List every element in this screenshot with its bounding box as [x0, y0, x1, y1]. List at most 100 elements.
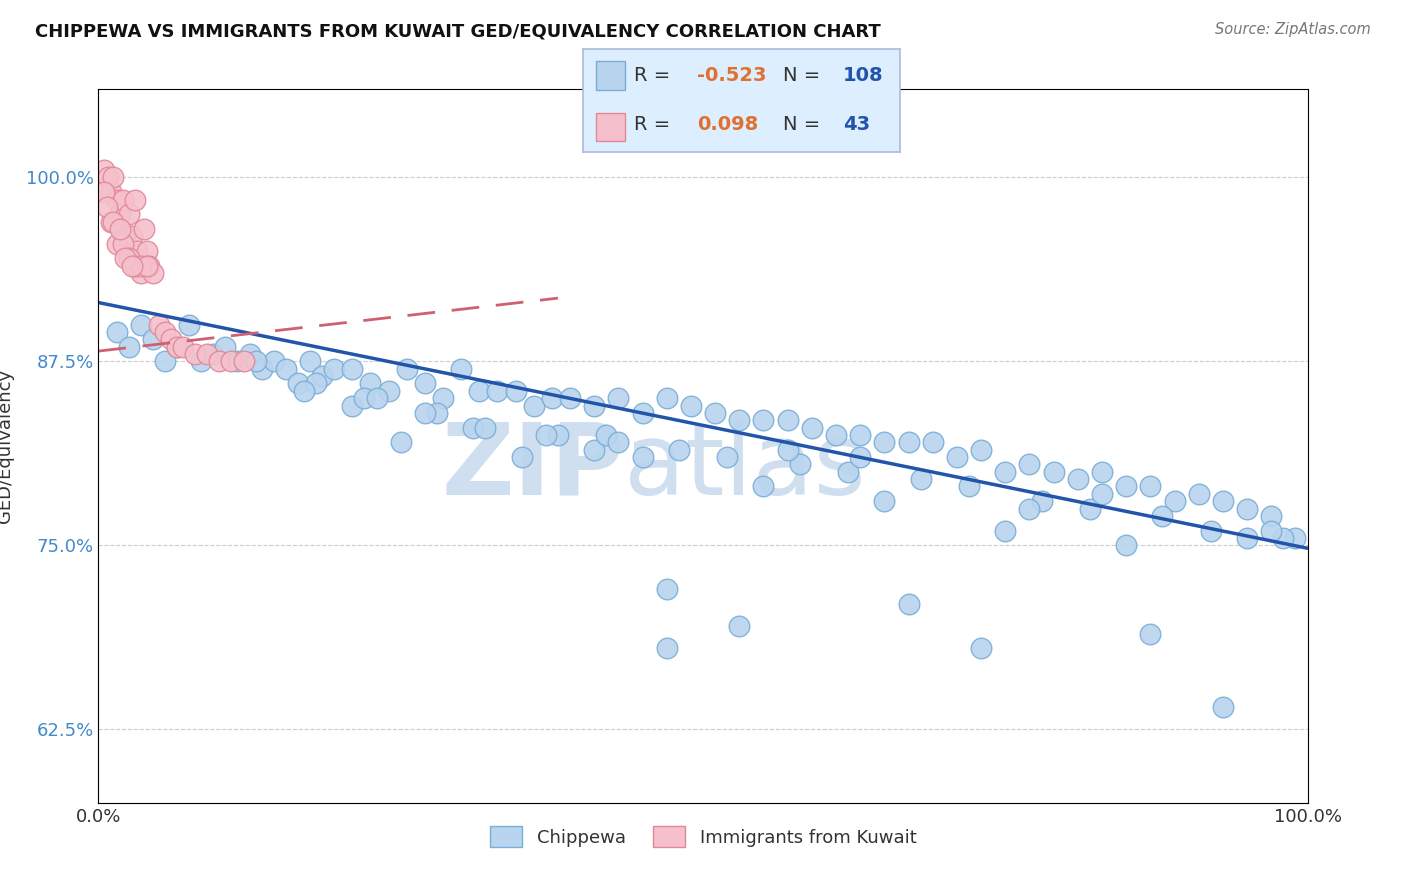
Point	[558, 391, 581, 405]
Point	[121, 229, 143, 244]
Text: 0.098: 0.098	[697, 115, 759, 135]
Point	[1236, 501, 1258, 516]
Text: CHIPPEWA VS IMMIGRANTS FROM KUWAIT GED/EQUIVALENCY CORRELATION CHART: CHIPPEWA VS IMMIGRANTS FROM KUWAIT GED/E…	[35, 22, 882, 40]
Point	[970, 641, 993, 656]
Point	[970, 442, 993, 457]
Point	[226, 354, 249, 368]
Point	[607, 435, 630, 450]
Point	[505, 384, 527, 398]
Point	[118, 252, 141, 266]
Point	[583, 399, 606, 413]
Point	[1115, 479, 1137, 493]
Text: ZIP: ZIP	[441, 419, 624, 516]
Text: N =: N =	[783, 115, 827, 135]
Point	[360, 376, 382, 391]
Point	[1212, 494, 1234, 508]
Point	[263, 354, 285, 368]
Point	[825, 428, 848, 442]
Point	[342, 361, 364, 376]
Bar	[596, 62, 624, 90]
Point	[432, 391, 454, 405]
Point	[752, 413, 775, 427]
Point	[1091, 487, 1114, 501]
Point	[395, 361, 418, 376]
Point	[138, 259, 160, 273]
Point	[287, 376, 309, 391]
Bar	[596, 112, 624, 141]
Point	[129, 318, 152, 332]
Point	[704, 406, 727, 420]
Point	[595, 428, 617, 442]
Point	[101, 170, 124, 185]
Text: R =: R =	[634, 66, 676, 86]
Point	[655, 641, 678, 656]
Point	[93, 163, 115, 178]
Text: R =: R =	[634, 115, 676, 135]
Point	[1091, 465, 1114, 479]
Point	[800, 420, 823, 434]
Point	[166, 340, 188, 354]
Point	[486, 384, 509, 398]
Point	[135, 259, 157, 273]
Point	[1212, 700, 1234, 714]
Point	[105, 325, 128, 339]
Text: 108: 108	[844, 66, 883, 86]
Point	[897, 597, 920, 611]
Point	[849, 428, 872, 442]
Point	[239, 347, 262, 361]
Point	[463, 420, 485, 434]
Point	[96, 200, 118, 214]
Point	[100, 214, 122, 228]
Point	[274, 361, 297, 376]
Point	[789, 458, 811, 472]
Point	[100, 185, 122, 199]
Point	[299, 354, 322, 368]
Point	[245, 354, 267, 368]
Point	[1272, 531, 1295, 545]
Point	[1152, 508, 1174, 523]
Text: atlas: atlas	[624, 419, 866, 516]
Point	[93, 185, 115, 199]
Point	[111, 229, 134, 244]
Point	[540, 391, 562, 405]
Point	[366, 391, 388, 405]
Point	[1078, 501, 1101, 516]
Point	[1031, 494, 1053, 508]
Point	[160, 332, 183, 346]
Point	[118, 340, 141, 354]
Point	[190, 354, 212, 368]
Point	[1163, 494, 1185, 508]
Point	[124, 259, 146, 273]
Point	[389, 435, 412, 450]
Point	[897, 435, 920, 450]
Point	[668, 442, 690, 457]
Point	[413, 406, 436, 420]
Point	[631, 406, 654, 420]
Point	[837, 465, 859, 479]
Point	[342, 399, 364, 413]
Point	[873, 494, 896, 508]
Point	[202, 347, 225, 361]
Point	[105, 236, 128, 251]
Point	[172, 340, 194, 354]
Point	[910, 472, 932, 486]
Point	[679, 399, 702, 413]
Text: Source: ZipAtlas.com: Source: ZipAtlas.com	[1215, 22, 1371, 37]
Point	[108, 222, 131, 236]
Point	[450, 361, 472, 376]
Point	[114, 252, 136, 266]
Point	[134, 222, 156, 236]
Point	[607, 391, 630, 405]
Point	[1115, 538, 1137, 552]
Point	[121, 259, 143, 273]
Point	[946, 450, 969, 464]
Point	[1260, 508, 1282, 523]
Point	[776, 413, 799, 427]
Point	[1139, 626, 1161, 640]
Point	[1284, 531, 1306, 545]
Point	[124, 193, 146, 207]
Point	[849, 450, 872, 464]
Point	[728, 619, 751, 633]
Point	[108, 207, 131, 221]
Point	[184, 347, 207, 361]
